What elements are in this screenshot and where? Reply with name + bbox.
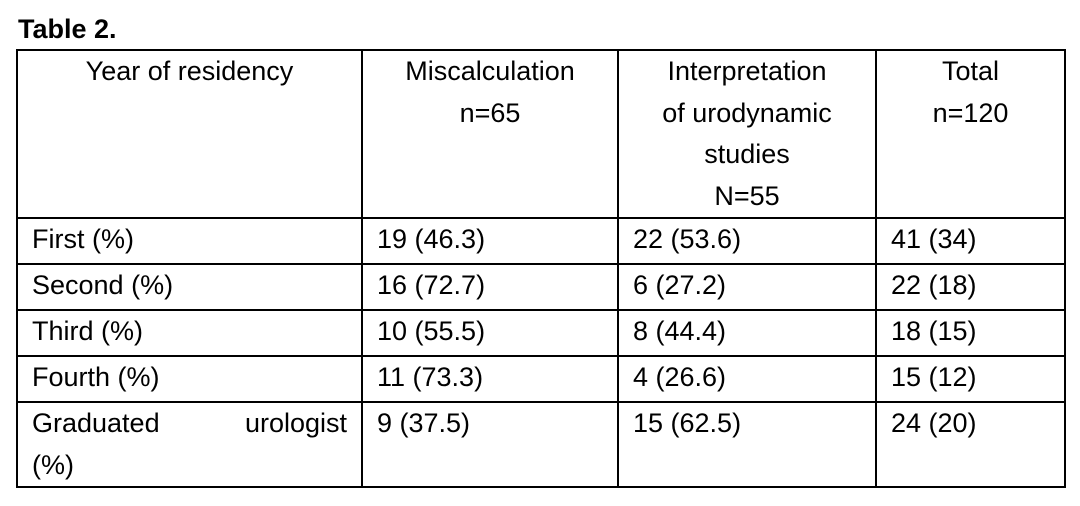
cell-year-word: Graduated	[32, 408, 160, 438]
cell-year-word: urologist	[244, 408, 347, 438]
cell-year: First (%)	[16, 217, 363, 265]
cell-total: 24 (20)	[875, 401, 1066, 488]
cell-miscalculation: 9 (37.5)	[361, 401, 619, 488]
table-row: First (%) 19 (46.3) 22 (53.6) 41 (34)	[16, 217, 1066, 265]
cell-interpretation: 22 (53.6)	[617, 217, 877, 265]
header-line: Interpretation	[667, 56, 827, 86]
header-line: Miscalculation	[405, 56, 575, 86]
cell-year-line2: (%)	[32, 449, 74, 480]
table-row: Graduated urologist (%) 9 (37.5) 15 (62.…	[16, 401, 1066, 488]
header-row: Year of residency Miscalculation n=65 In…	[16, 49, 1066, 219]
header-line: Total	[941, 56, 1000, 86]
cell-total: 15 (12)	[875, 355, 1066, 403]
cell-total: 22 (18)	[875, 263, 1066, 311]
header-line: Year of residency	[85, 56, 294, 86]
cell-miscalculation: 19 (46.3)	[361, 217, 619, 265]
header-line: studies	[704, 139, 790, 169]
table-row: Second (%) 16 (72.7) 6 (27.2) 22 (18)	[16, 263, 1066, 311]
cell-year: Second (%)	[16, 263, 363, 311]
cell-miscalculation: 10 (55.5)	[361, 309, 619, 357]
table-caption: Table 2.	[18, 14, 117, 44]
cell-miscalculation: 16 (72.7)	[361, 263, 619, 311]
cell-interpretation: 4 (26.6)	[617, 355, 877, 403]
header-line: of urodynamic	[662, 97, 832, 128]
cell-year-line1: Graduated urologist	[32, 403, 347, 445]
results-table: Year of residency Miscalculation n=65 In…	[16, 49, 1066, 488]
cell-miscalculation: 11 (73.3)	[361, 355, 619, 403]
header-year-of-residency: Year of residency	[16, 49, 363, 219]
cell-year: Fourth (%)	[16, 355, 363, 403]
cell-year: Graduated urologist (%)	[16, 401, 363, 488]
table-row: Fourth (%) 11 (73.3) 4 (26.6) 15 (12)	[16, 355, 1066, 403]
table-row: Third (%) 10 (55.5) 8 (44.4) 18 (15)	[16, 309, 1066, 357]
header-total: Total n=120	[875, 49, 1066, 219]
header-miscalculation: Miscalculation n=65	[361, 49, 619, 219]
cell-interpretation: 15 (62.5)	[617, 401, 877, 488]
cell-interpretation: 8 (44.4)	[617, 309, 877, 357]
cell-total: 41 (34)	[875, 217, 1066, 265]
header-line: N=55	[714, 180, 780, 211]
cell-interpretation: 6 (27.2)	[617, 263, 877, 311]
header-interpretation: Interpretation of urodynamic studies N=5…	[617, 49, 877, 219]
header-line: n=65	[459, 97, 521, 128]
cell-year: Third (%)	[16, 309, 363, 357]
cell-total: 18 (15)	[875, 309, 1066, 357]
header-line: n=120	[932, 97, 1009, 128]
